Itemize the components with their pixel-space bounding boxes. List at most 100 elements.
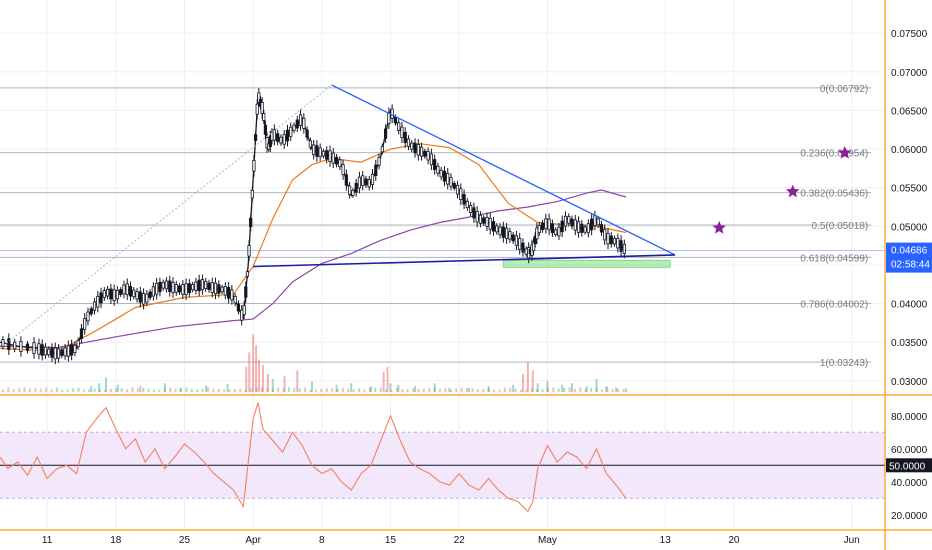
volume-bar	[34, 388, 37, 392]
candle-body	[586, 223, 590, 234]
candle-body	[240, 309, 244, 321]
volume-bar	[266, 388, 269, 392]
volume-bar	[368, 387, 371, 392]
candle-body	[439, 169, 443, 178]
fib-level-label: 0(0.06792)	[820, 84, 868, 95]
volume-bar	[304, 387, 307, 392]
volume-bar	[153, 389, 156, 392]
candle-body	[112, 289, 116, 301]
candle-body	[171, 281, 175, 294]
fib-level-label: 0.382(0.05436)	[800, 189, 868, 200]
rsi-tick-label: 40.0000	[891, 478, 928, 489]
candle-body	[465, 200, 469, 209]
volume-bar	[498, 389, 501, 392]
candle-body	[122, 284, 126, 295]
volume-bar	[212, 388, 215, 392]
candle-body	[161, 281, 165, 289]
volume-bar	[389, 383, 392, 392]
volume-bar	[296, 370, 299, 392]
candle-body	[501, 226, 505, 238]
candle-body	[197, 279, 201, 292]
volume-bar	[487, 386, 490, 392]
volume-bar	[369, 386, 372, 392]
candle-body	[540, 222, 545, 230]
candle-body	[141, 293, 146, 305]
volume-bar	[605, 386, 608, 392]
candle-countdown: 02:58:44	[891, 260, 930, 271]
volume-bar	[255, 387, 258, 392]
volume-bar	[546, 388, 549, 392]
candle-body	[253, 134, 258, 141]
volume-bar	[72, 388, 75, 392]
time-tick-label: 18	[110, 535, 122, 546]
time-tick-label: 8	[319, 535, 325, 546]
candle-body	[204, 281, 208, 289]
candle-body	[570, 218, 574, 227]
volume-bar	[414, 386, 417, 392]
rsi-tick-label: 80.0000	[891, 412, 928, 423]
candle-body	[315, 145, 319, 157]
volume-bar	[115, 388, 118, 392]
volume-bar	[455, 388, 458, 392]
candle-body	[351, 189, 355, 196]
candle-body	[377, 156, 381, 166]
candle-body	[263, 124, 268, 135]
candle-body	[37, 343, 41, 355]
candle-body	[599, 224, 604, 233]
candle-body	[92, 301, 97, 311]
trendlines[interactable]	[0, 84, 885, 349]
candle-body	[390, 108, 394, 119]
candle-body	[220, 286, 224, 293]
volume-bar	[261, 364, 264, 392]
candle-body	[544, 218, 548, 230]
candle-body	[151, 286, 155, 297]
candle-body	[262, 113, 266, 121]
volume-bar	[180, 388, 183, 392]
star-marker-icon	[712, 220, 726, 234]
fibonacci-retracement[interactable]: 0(0.06792) 0.236(0.05954) 0.382(0.05436) 0.…	[0, 84, 872, 369]
volume-bar	[439, 388, 442, 392]
volume-bar	[460, 387, 463, 392]
volume-bar	[205, 385, 208, 392]
volume-bar	[28, 388, 31, 392]
volume-bar	[271, 379, 274, 392]
candle-body	[557, 226, 561, 237]
candle-body	[361, 175, 365, 186]
candle-body	[508, 231, 512, 240]
candle-body	[393, 116, 398, 124]
volume-bar	[98, 383, 101, 392]
candle-body	[115, 289, 120, 300]
candle-body	[446, 172, 450, 185]
volume-bar	[1, 389, 4, 392]
support-zone[interactable]	[502, 259, 671, 268]
candle-body	[194, 281, 198, 291]
candle-body	[338, 159, 342, 168]
candle-body	[423, 150, 427, 157]
volume-bar	[617, 388, 620, 392]
time-tick-label: 11	[42, 535, 53, 546]
volume-bar	[433, 383, 436, 392]
star-markers[interactable]	[712, 146, 852, 234]
candle-body	[53, 347, 57, 360]
candle-body	[19, 340, 23, 353]
volume-bar	[525, 389, 528, 392]
volume-bar	[503, 387, 506, 392]
rsi-value-badge	[886, 458, 932, 473]
candle-body	[177, 285, 182, 293]
volume-bar	[347, 388, 350, 392]
candle-body	[298, 114, 303, 126]
price-tick-label: 0.06500	[891, 106, 928, 117]
fib-level-label: 0.618(0.04599)	[800, 253, 868, 264]
volume-bar	[39, 388, 42, 392]
candle-body	[63, 347, 67, 357]
price-tick-label: 0.06000	[891, 145, 928, 156]
volume-bar	[61, 389, 64, 392]
candle-body	[96, 295, 100, 308]
volume-bar	[512, 384, 515, 392]
volume-bar	[358, 388, 361, 392]
volume-bar	[311, 381, 314, 392]
volume-bar	[239, 388, 242, 392]
candle-body	[83, 318, 87, 330]
candle-body	[230, 289, 234, 301]
